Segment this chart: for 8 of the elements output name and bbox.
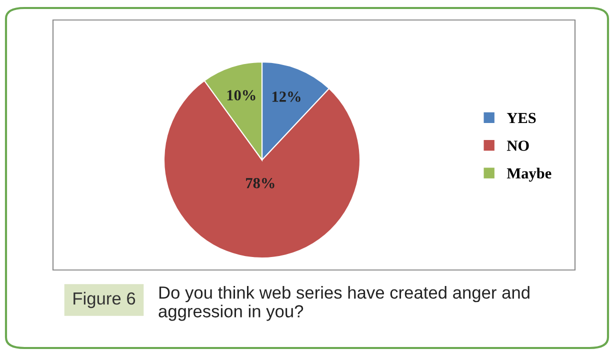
data-label: 78%	[246, 178, 274, 188]
data-label: 10%	[227, 90, 256, 100]
data-label: 12%	[272, 92, 300, 102]
text: Do you think web series have created anger and aggression in you?	[158, 286, 530, 321]
legend-label: YES	[506, 112, 536, 124]
caption: Figure 6	[74, 292, 136, 308]
legend-label: Maybe	[506, 168, 552, 182]
legend-label: NO	[506, 140, 529, 151]
